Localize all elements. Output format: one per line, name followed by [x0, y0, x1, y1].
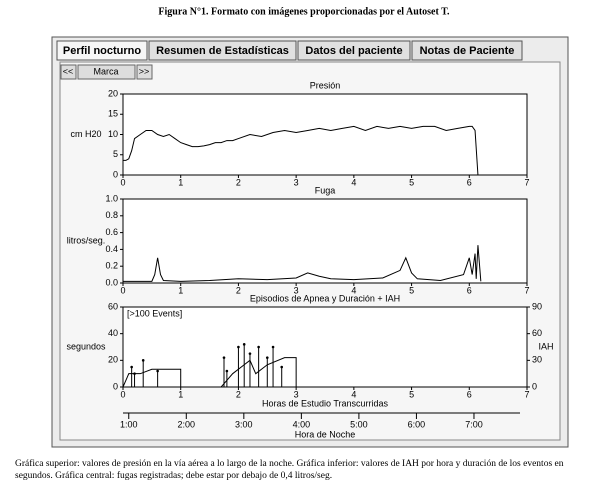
y-tick-label: 20: [108, 88, 118, 98]
event-cap: [225, 369, 229, 373]
x-tick-label: 1: [178, 177, 183, 187]
x-tick-label: 7: [524, 177, 529, 187]
y-tick-label: 0.6: [105, 227, 118, 237]
mark-button[interactable]: [77, 64, 136, 80]
next-label[interactable]: >>: [139, 66, 150, 76]
x-tick-label: 3: [294, 285, 299, 295]
x-tick-label: 6: [467, 285, 472, 295]
y-tick-label: 0: [113, 381, 118, 391]
time-tick-label: 1:00: [120, 419, 138, 429]
event-cap: [271, 345, 275, 349]
mark-label[interactable]: Marca: [93, 66, 118, 76]
tab-label[interactable]: Notas de Paciente: [420, 45, 515, 57]
time-tick-label: 6:00: [408, 419, 426, 429]
x-tick-label: 2: [236, 389, 241, 399]
event-cap: [130, 365, 133, 369]
event-cap: [265, 356, 269, 359]
y-axis-label: litros/seg.: [67, 235, 106, 245]
x-tick-label: 3: [294, 177, 299, 187]
y-tick-label: 1.0: [105, 193, 118, 203]
time-tick-label: 2:00: [178, 419, 196, 429]
time-tick-label: 4:00: [293, 419, 311, 429]
next-button[interactable]: [136, 64, 153, 80]
x-tick-label: 6: [467, 177, 472, 187]
x-tick-label: 2: [236, 177, 241, 187]
y-tick-label: 0.8: [105, 210, 118, 220]
event-cap: [156, 369, 159, 373]
y-tick-label: 20: [108, 355, 118, 365]
x-tick-label: 4: [351, 177, 356, 187]
x-tick-label: 5: [409, 389, 414, 399]
y-tick-label: 15: [108, 109, 118, 119]
series-line: [123, 125, 479, 176]
tab-label[interactable]: Datos del paciente: [305, 45, 402, 57]
y-tick-label: 0.2: [105, 261, 118, 271]
plot-area: [122, 198, 528, 284]
y-tick-label: 10: [108, 129, 118, 139]
y2-tick-label: 30: [532, 355, 542, 365]
x-tick-label: 0: [120, 177, 125, 187]
x-tick-label: 7: [524, 389, 529, 399]
tab[interactable]: [56, 40, 148, 61]
plot-area: [122, 93, 528, 176]
y2-axis-label: IAH: [538, 341, 553, 351]
event-cap: [222, 356, 226, 359]
time-tick-label: 7:00: [465, 419, 483, 429]
x-axis-label: Horas de Estudio Transcurridas: [262, 398, 389, 408]
screenshot: Figura N°1. Formato con imágenes proporc…: [51, 6, 569, 448]
x-tick-label: 2: [236, 285, 241, 295]
plot-area: [122, 306, 528, 388]
y2-tick-label: 0: [532, 381, 537, 391]
event-cap: [280, 365, 284, 369]
x-tick-label: 0: [120, 285, 125, 295]
time-axis-label: Hora de Noche: [295, 429, 356, 439]
x-tick-label: 6: [467, 389, 472, 399]
x-tick-label: 5: [409, 285, 414, 295]
x-tick-label: 1: [178, 389, 183, 399]
tab[interactable]: [297, 40, 411, 61]
x-tick-label: 0: [120, 389, 125, 399]
prev-label[interactable]: <<: [63, 66, 74, 76]
series-line: [123, 245, 482, 282]
y-tick-label: 5: [113, 149, 118, 159]
y-tick-label: 0: [113, 169, 118, 179]
x-tick-label: 7: [524, 285, 529, 295]
chart-title: Fuga: [315, 185, 336, 195]
y2-tick-label: 90: [532, 301, 542, 311]
y-tick-label: 0.4: [105, 244, 118, 254]
caption: Gráfica superior: valores de presión en …: [15, 459, 564, 481]
tab[interactable]: [411, 40, 523, 61]
event-cap: [242, 343, 246, 346]
x-tick-label: 5: [409, 177, 414, 187]
chart-title: Episodios de Apnea y Duración + IAH: [250, 293, 400, 303]
y-axis-label: cm H20: [70, 129, 101, 139]
tab[interactable]: [148, 40, 297, 61]
chart-title: Presión: [310, 80, 341, 90]
x-tick-label: 3: [294, 389, 299, 399]
tab-label[interactable]: Resumen de Estadísticas: [156, 45, 289, 57]
y-tick-label: 40: [108, 328, 118, 338]
y-axis-label: segundos: [66, 341, 106, 351]
annotation: [>100 Events]: [127, 308, 182, 318]
event-cap: [248, 352, 252, 355]
event-cap: [257, 345, 260, 349]
time-tick-label: 3:00: [235, 419, 253, 429]
y2-tick-label: 60: [532, 328, 542, 338]
x-tick-label: 4: [351, 285, 356, 295]
event-cap: [237, 345, 240, 349]
figure-title: Figura N°1. Formato con imágenes proporc…: [158, 6, 450, 17]
x-tick-label: 1: [178, 285, 183, 295]
series-line: [122, 357, 297, 388]
tab-label[interactable]: Perfil nocturno: [63, 45, 142, 57]
event-cap: [141, 359, 145, 362]
y-tick-label: 60: [108, 301, 118, 311]
y-tick-label: 0.0: [105, 277, 118, 287]
time-tick-label: 5:00: [350, 419, 368, 429]
x-tick-label: 4: [351, 389, 356, 399]
prev-button[interactable]: [60, 64, 77, 80]
